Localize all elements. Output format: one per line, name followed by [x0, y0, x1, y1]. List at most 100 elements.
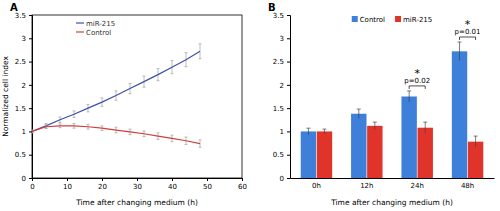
x-tick: 30 — [133, 178, 142, 191]
bar — [418, 128, 433, 178]
error-bar — [458, 42, 462, 61]
y-tick-mark — [287, 155, 290, 156]
annotation-star: * — [465, 18, 471, 31]
y-tick-mark — [29, 62, 32, 63]
bar — [367, 126, 382, 178]
y-tick-label: 1.5 — [15, 105, 26, 113]
legend-swatch — [76, 31, 84, 32]
x-tick-mark — [207, 178, 208, 181]
legend-label: Control — [86, 29, 111, 37]
x-tick-mark — [172, 178, 173, 181]
y-tick-mark — [29, 108, 32, 109]
y-tick-label: 3 — [280, 35, 284, 43]
panel-line: 00.511.522.533.50102030405060miR-215Cont… — [1, 2, 247, 207]
error-bar — [373, 122, 377, 129]
x-tick-label: 50 — [203, 183, 212, 191]
y-tick: 1.5 — [273, 105, 290, 113]
y-tick-label: 0 — [280, 175, 284, 183]
error-bar — [306, 128, 310, 135]
y-axis-line — [29, 16, 33, 179]
x-tick: 12h — [360, 182, 373, 190]
x-tick-mark — [137, 178, 138, 181]
plot-marks — [301, 42, 484, 178]
y-tick-label: 0.5 — [273, 151, 284, 159]
y-tick-mark — [287, 131, 290, 132]
y-tick-label: 1 — [22, 128, 26, 136]
x-tick-mark — [242, 178, 243, 181]
series-line — [32, 51, 200, 131]
error-bar — [357, 109, 361, 118]
bar — [452, 51, 467, 178]
annotation-star: * — [414, 67, 420, 80]
plot-frame — [32, 15, 242, 178]
x-tick-label: 40 — [168, 183, 177, 191]
x-tick-mark — [32, 178, 33, 181]
y-tick: 2 — [280, 82, 290, 90]
x-tick-label: 10 — [63, 183, 72, 191]
x-tick-mark — [67, 178, 68, 181]
significance-bracket — [460, 37, 476, 40]
bar — [301, 131, 316, 178]
x-axis-line — [33, 179, 243, 182]
y-tick: 1 — [22, 128, 32, 136]
y-tick-mark — [287, 62, 290, 63]
y-axis: 00.511.522.533.5 — [15, 12, 33, 183]
y-axis: 00.511.522.533.5 — [273, 12, 291, 183]
y-tick: 0 — [280, 175, 290, 183]
legend-swatch — [76, 22, 84, 23]
x-axis: 0h 12h 24h 48h — [291, 179, 495, 190]
y-tick-label: 2.5 — [15, 58, 26, 66]
x-tick-label: 20 — [98, 183, 107, 191]
y-tick: 0.5 — [273, 151, 290, 159]
x-tick-mark — [102, 178, 103, 181]
x-axis-line — [291, 178, 495, 179]
y-tick-label: 0 — [22, 175, 26, 183]
bar — [401, 97, 416, 179]
y-tick-mark — [29, 85, 32, 86]
y-tick-mark — [29, 38, 32, 39]
y-tick-mark — [29, 15, 32, 16]
y-tick: 2.5 — [15, 58, 32, 66]
x-tick: 50 — [203, 178, 212, 191]
chart-root: 00.511.522.533.50102030405060miR-215Cont… — [0, 0, 500, 211]
y-tick-mark — [287, 38, 290, 39]
panel-title: A — [10, 2, 18, 13]
legend-label: Control — [360, 16, 385, 24]
error-bar — [322, 129, 326, 134]
x-axis-title: Time after changing medium (h) — [330, 198, 453, 207]
x-tick-label: 48h — [461, 182, 474, 190]
x-tick: 20 — [98, 178, 107, 191]
x-tick: 48h — [461, 182, 474, 190]
plot-marks — [32, 44, 202, 147]
x-tick: 24h — [411, 182, 424, 190]
x-tick: 0h — [312, 182, 321, 190]
series-line — [32, 126, 200, 144]
y-tick: 2.5 — [273, 58, 290, 66]
x-tick-label: 0h — [312, 182, 321, 190]
y-tick-label: 0.5 — [15, 151, 26, 159]
y-tick: 1 — [280, 128, 290, 136]
legend-swatch — [395, 16, 401, 22]
y-tick: 0 — [22, 175, 32, 183]
y-tick-mark — [287, 85, 290, 86]
y-axis-title: Normalized cell index — [1, 56, 10, 137]
x-tick: 60 — [238, 178, 247, 191]
legend-swatch — [352, 16, 358, 22]
error-bar — [423, 122, 427, 133]
legend-label: miR-215 — [403, 16, 432, 24]
x-tick-label: 60 — [238, 183, 247, 191]
x-tick-label: 30 — [133, 183, 142, 191]
x-tick: 40 — [168, 178, 177, 191]
panel-bar: 00.511.522.533.50h12h24h48hp=0.02*p=0.01… — [268, 2, 495, 207]
y-tick-label: 1 — [280, 128, 284, 136]
legend: Control miR-215 — [352, 16, 433, 24]
y-tick-mark — [287, 15, 290, 16]
y-axis-line — [287, 16, 291, 179]
y-tick-label: 2 — [280, 82, 284, 90]
y-tick: 1.5 — [15, 105, 32, 113]
y-tick-label: 3 — [22, 35, 26, 43]
panel-title: B — [268, 2, 276, 13]
x-axis: 0102030405060 — [30, 178, 247, 191]
legend: miR-215Control — [76, 20, 115, 37]
y-tick: 3 — [22, 35, 32, 43]
